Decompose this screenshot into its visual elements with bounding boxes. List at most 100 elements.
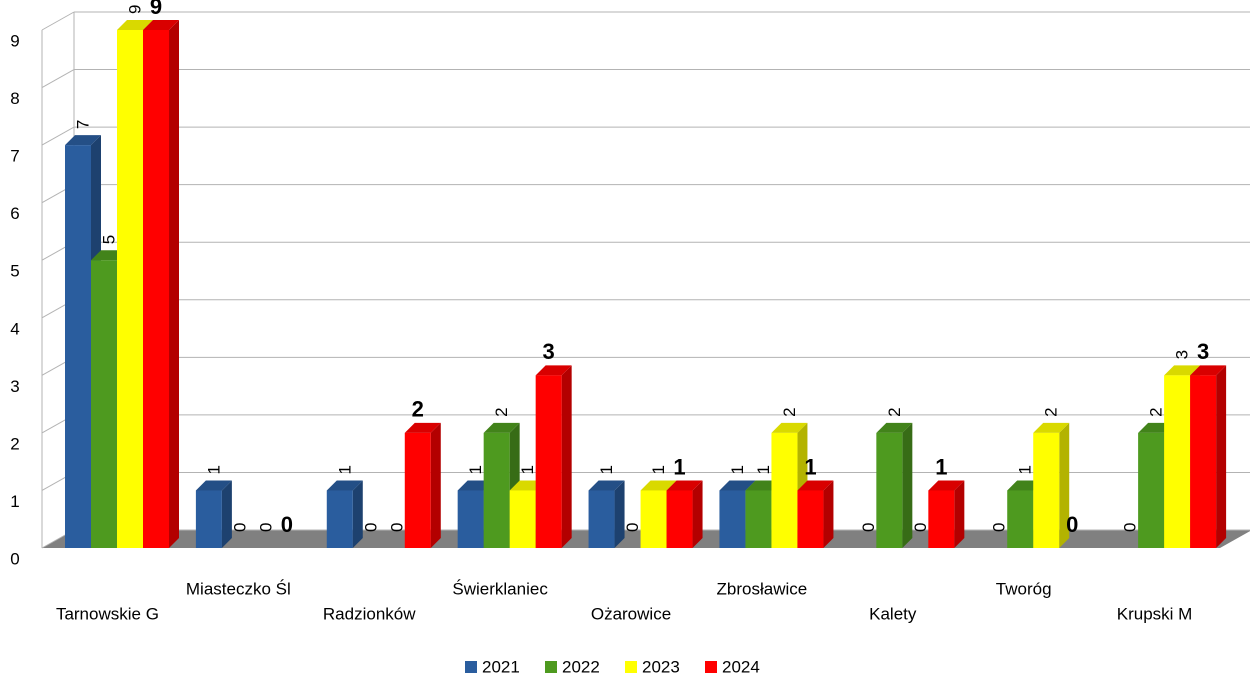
legend-swatch bbox=[465, 661, 477, 673]
bar bbox=[1007, 490, 1034, 548]
data-label: 9 bbox=[125, 5, 144, 14]
data-label: 0 bbox=[361, 523, 380, 532]
legend-swatch bbox=[625, 661, 637, 673]
bar bbox=[666, 490, 693, 548]
data-label: 1 bbox=[1016, 465, 1035, 474]
data-label: 7 bbox=[73, 120, 92, 129]
bar bbox=[797, 490, 824, 548]
y-tick-label: 6 bbox=[10, 204, 19, 223]
bar-side bbox=[692, 480, 703, 548]
legend-swatch bbox=[705, 661, 717, 673]
bar-group bbox=[876, 422, 913, 548]
legend-label: 2022 bbox=[562, 657, 600, 676]
bar bbox=[640, 490, 667, 548]
bar-group bbox=[666, 480, 703, 548]
x-tick-label: Miasteczko Śl bbox=[186, 579, 291, 598]
data-label: 0 bbox=[990, 523, 1009, 532]
y-tick-label: 3 bbox=[10, 377, 19, 396]
bar-side bbox=[430, 422, 441, 548]
bar-group bbox=[797, 480, 834, 548]
data-label: 1 bbox=[935, 454, 947, 479]
bar-top bbox=[640, 480, 677, 491]
data-label: 9 bbox=[150, 0, 162, 19]
bar-group bbox=[195, 480, 232, 548]
bar bbox=[1164, 375, 1191, 548]
bar bbox=[771, 432, 798, 548]
bar bbox=[1033, 432, 1060, 548]
bar-group bbox=[1033, 422, 1070, 548]
bar bbox=[143, 30, 169, 548]
bar-top bbox=[876, 422, 913, 433]
y-tick-label: 4 bbox=[10, 319, 19, 338]
legend-label: 2023 bbox=[642, 657, 680, 676]
y-tick-label: 9 bbox=[10, 31, 19, 50]
bar-top bbox=[928, 480, 965, 491]
bar-side bbox=[902, 422, 913, 548]
bar-side bbox=[1059, 422, 1070, 548]
bar-top bbox=[797, 480, 834, 491]
bar-top bbox=[195, 480, 232, 491]
bar-top bbox=[588, 480, 625, 491]
data-label: 0 bbox=[256, 523, 275, 532]
bar bbox=[745, 490, 772, 548]
bar bbox=[1190, 375, 1217, 548]
data-label: 3 bbox=[1173, 350, 1192, 359]
x-tick-label: Zbrosławice bbox=[717, 579, 808, 598]
data-label: 0 bbox=[1066, 512, 1078, 537]
bar bbox=[928, 490, 955, 548]
bar bbox=[91, 260, 117, 548]
data-label: 1 bbox=[204, 465, 223, 474]
data-label: 5 bbox=[99, 235, 118, 244]
x-tick-label: Tarnowskie G bbox=[56, 604, 159, 623]
y-tick-label: 5 bbox=[10, 262, 19, 281]
data-label: 1 bbox=[754, 465, 773, 474]
data-label: 1 bbox=[335, 465, 354, 474]
bar-side bbox=[352, 480, 363, 548]
bar bbox=[195, 490, 222, 548]
x-tick-label: Tworóg bbox=[996, 579, 1052, 598]
bar bbox=[404, 432, 431, 548]
bar-side bbox=[614, 480, 625, 548]
data-label: 3 bbox=[1197, 339, 1209, 364]
y-tick-label: 8 bbox=[10, 89, 19, 108]
x-tick-label: Radzionków bbox=[323, 604, 416, 623]
bar bbox=[509, 490, 536, 548]
bar bbox=[535, 375, 562, 548]
data-label: 1 bbox=[649, 465, 668, 474]
bar-top bbox=[143, 20, 179, 30]
legend-label: 2021 bbox=[482, 657, 520, 676]
bar-top bbox=[483, 422, 520, 433]
bar-group bbox=[928, 480, 965, 548]
data-label: 0 bbox=[230, 523, 249, 532]
bar bbox=[65, 145, 91, 548]
grid-line bbox=[41, 11, 75, 31]
data-label: 3 bbox=[543, 339, 555, 364]
bar-side bbox=[169, 20, 179, 548]
bar-group bbox=[143, 20, 179, 548]
data-label: 2 bbox=[1147, 407, 1166, 416]
y-tick-label: 1 bbox=[10, 492, 19, 511]
x-tick-label: Świerklaniec bbox=[452, 579, 548, 598]
data-label: 2 bbox=[885, 407, 904, 416]
bar-top bbox=[1033, 422, 1070, 433]
grid-line bbox=[41, 69, 75, 88]
bar-top bbox=[117, 20, 153, 30]
data-label: 0 bbox=[859, 523, 878, 532]
legend-label: 2024 bbox=[722, 657, 760, 676]
data-label: 1 bbox=[673, 454, 685, 479]
bar-top bbox=[404, 422, 441, 433]
y-tick-label: 2 bbox=[10, 434, 19, 453]
data-label: 2 bbox=[492, 407, 511, 416]
bar-side bbox=[823, 480, 834, 548]
legend-swatch bbox=[545, 661, 557, 673]
bar-group bbox=[1190, 365, 1227, 548]
data-label: 2 bbox=[1042, 407, 1061, 416]
data-label: 0 bbox=[911, 523, 930, 532]
bar-top bbox=[1164, 365, 1201, 376]
data-label: 1 bbox=[518, 465, 537, 474]
bar-side bbox=[561, 365, 572, 548]
bar bbox=[1138, 432, 1165, 548]
bar-side bbox=[1216, 365, 1227, 548]
data-label: 2 bbox=[412, 397, 424, 422]
